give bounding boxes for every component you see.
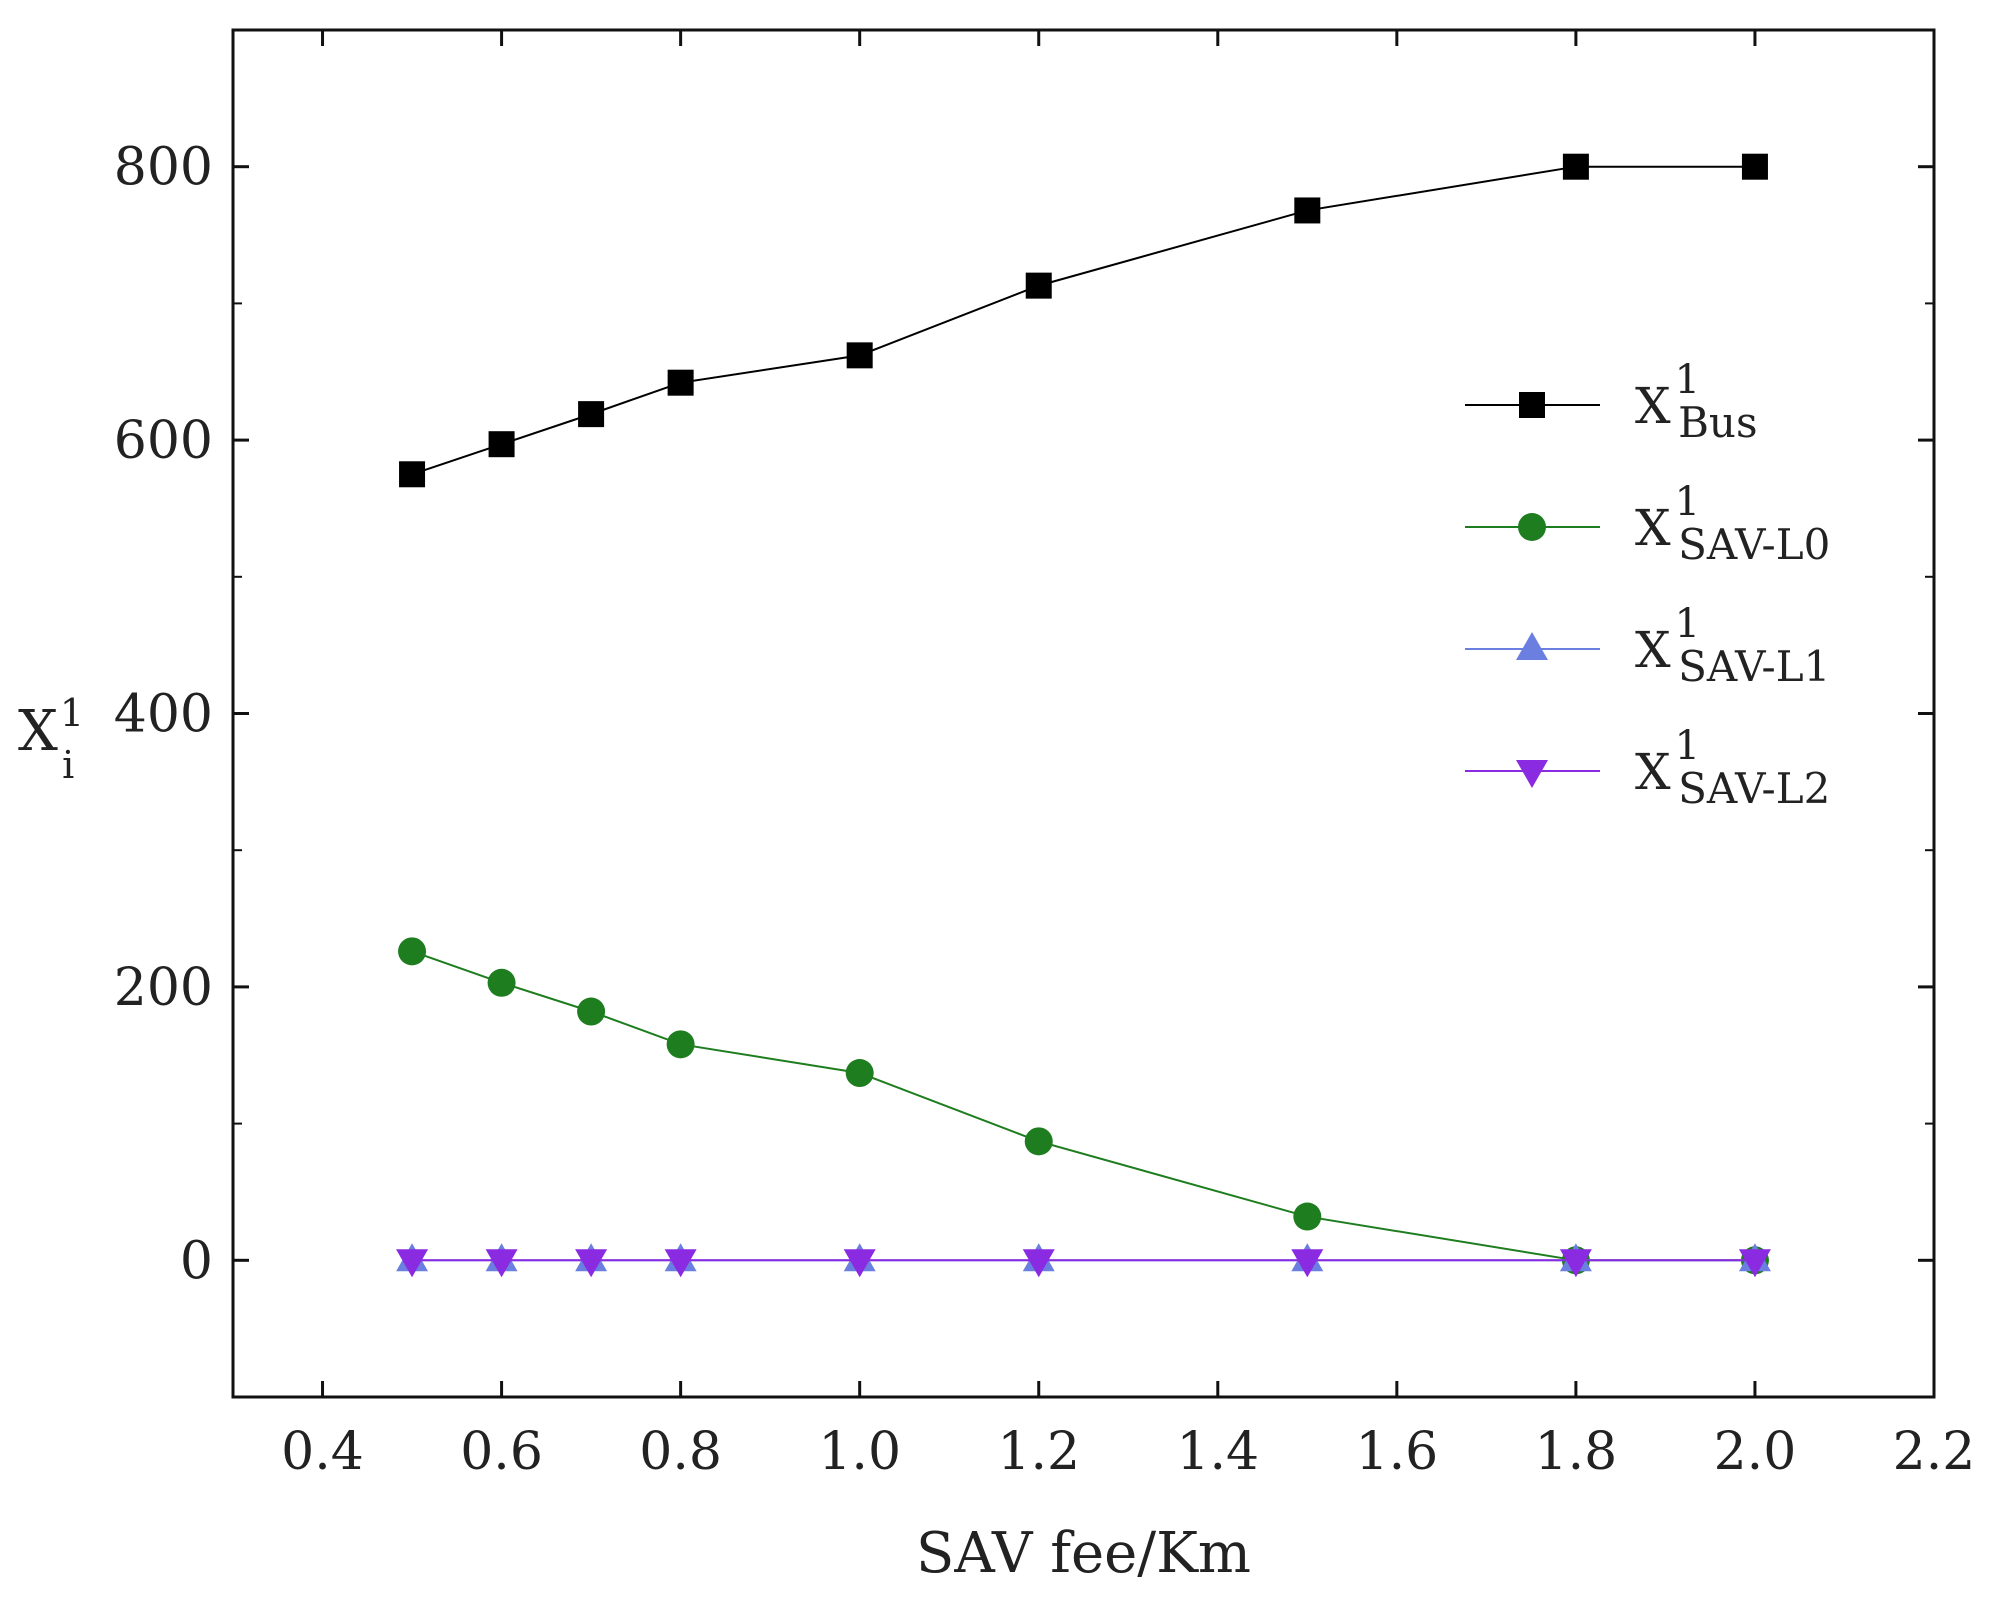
- data-point-sav-l0: [487, 968, 516, 997]
- data-point-bus: [1294, 197, 1321, 224]
- legend-marker-sav-l1: [1516, 632, 1548, 660]
- x-tick-label: 2.2: [1893, 1422, 1976, 1482]
- y-tick-label: 800: [114, 138, 213, 198]
- data-point-sav-l2: [843, 1249, 876, 1278]
- legend-label-sav-l2: X 1 SAV-L2: [1635, 723, 1830, 813]
- data-point-bus: [846, 342, 873, 369]
- data-point-sav-l2: [575, 1249, 608, 1278]
- y-tick-label: 400: [114, 685, 213, 745]
- data-point-sav-l0: [1024, 1127, 1053, 1156]
- data-point-sav-l0: [1293, 1202, 1322, 1231]
- y-tick-label: 600: [114, 411, 213, 471]
- x-tick-label: 0.4: [281, 1422, 364, 1482]
- data-point-bus: [578, 401, 605, 428]
- data-point-sav-l0: [845, 1059, 874, 1088]
- legend-marker-sav-l2: [1516, 760, 1548, 788]
- data-point-sav-l0: [577, 997, 606, 1026]
- x-tick-label: 1.6: [1355, 1422, 1438, 1482]
- data-point-sav-l2: [485, 1249, 518, 1278]
- x-tick-label: 1.0: [818, 1422, 901, 1482]
- x-tick-label: 2.0: [1714, 1422, 1797, 1482]
- data-point-bus: [488, 431, 515, 458]
- data-point-bus: [1562, 153, 1589, 180]
- data-point-sav-l2: [1291, 1249, 1324, 1278]
- data-point-bus: [1741, 153, 1768, 180]
- data-point-sav-l0: [398, 937, 427, 966]
- data-point-sav-l0: [666, 1030, 695, 1059]
- axes: 0.4 0.6 0.8 1.0 1.2 1.4 1.6 1.8 2.0 2.2 0 200 400 600…: [18, 28, 1976, 1586]
- x-tick-label: 1.2: [997, 1422, 1080, 1482]
- x-tick-label: 1.4: [1176, 1422, 1259, 1482]
- data-point-bus: [399, 461, 426, 488]
- legend-marker-bus: [1519, 392, 1545, 418]
- plot-frame: [231, 28, 1936, 1399]
- series-layer: [396, 153, 1771, 1278]
- data-point-sav-l2: [1022, 1249, 1055, 1278]
- x-tick-label: 0.8: [639, 1422, 722, 1482]
- data-point-sav-l2: [664, 1249, 697, 1278]
- y-tick-label: 0: [180, 1231, 213, 1291]
- y-tick-label: 200: [114, 958, 213, 1018]
- legend-label-sav-l1: X 1 SAV-L1: [1635, 601, 1830, 691]
- legend-marker-sav-l0: [1518, 513, 1546, 541]
- x-tick-label: 0.6: [460, 1422, 543, 1482]
- data-point-sav-l2: [1738, 1249, 1771, 1278]
- data-point-sav-l2: [396, 1249, 429, 1278]
- legend-label-sav-l0: X 1 SAV-L0: [1635, 479, 1830, 569]
- series-line-bus: [411, 165, 1755, 476]
- data-point-bus: [667, 369, 694, 396]
- legend: X 1 Bus X 1 SAV-L0 X 1 SAV-L1 X 1 SAV-L2: [1465, 357, 1830, 813]
- x-tick-label: 1.8: [1535, 1422, 1618, 1482]
- data-point-sav-l2: [1559, 1249, 1592, 1278]
- series-line-sav-l0: [411, 950, 1755, 1262]
- legend-label-bus: X 1 Bus: [1635, 357, 1758, 447]
- data-point-bus: [1025, 272, 1052, 299]
- y-axis-label: X1 i: [18, 691, 84, 787]
- x-axis-label: SAV fee/Km: [916, 1521, 1251, 1586]
